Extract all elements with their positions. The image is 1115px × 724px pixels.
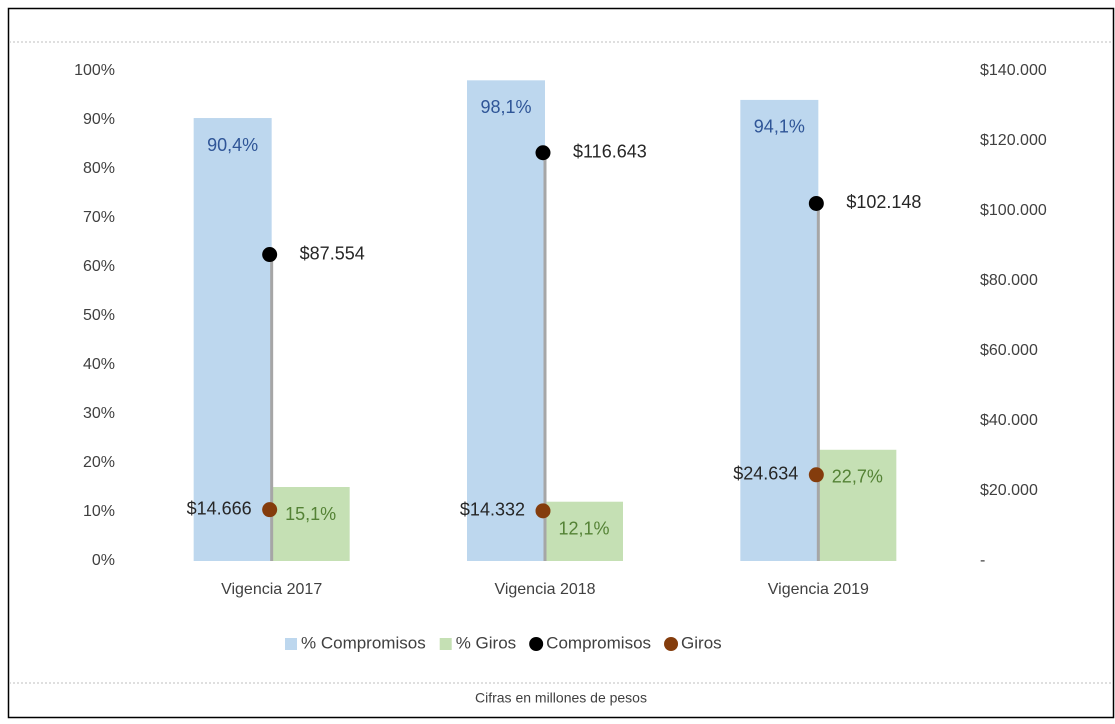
bar — [193, 118, 272, 561]
y-tick-label: 20% — [83, 454, 115, 471]
y-tick-label: 90% — [83, 111, 115, 128]
y2-tick-label: - — [980, 552, 985, 569]
y-tick-label: 50% — [83, 307, 115, 324]
legend-swatch — [285, 638, 297, 650]
data-label: 94,1% — [754, 117, 805, 137]
y-tick-label: 40% — [83, 356, 115, 373]
caption: Cifras en millones de pesos — [475, 690, 647, 706]
legend-label: % Giros — [456, 633, 516, 652]
data-label: $102.148 — [846, 192, 921, 212]
y2-tick-label: $120.000 — [980, 132, 1047, 149]
y-tick-label: 80% — [83, 160, 115, 177]
dot — [262, 247, 278, 263]
data-label: 98,1% — [480, 97, 531, 117]
legend-label: Compromisos — [546, 633, 651, 652]
y2-tick-label: $40.000 — [980, 412, 1038, 429]
legend-label: % Compromisos — [301, 633, 426, 652]
data-label: 22,7% — [832, 467, 883, 487]
bar — [271, 487, 350, 561]
y-tick-label: 0% — [92, 552, 115, 569]
dot — [535, 145, 551, 161]
legend-swatch — [664, 637, 679, 651]
y2-tick-label: $80.000 — [980, 272, 1038, 289]
x-tick-label: Vigencia 2017 — [221, 581, 322, 598]
data-label: $14.332 — [460, 500, 525, 520]
legend-label: Giros — [681, 633, 722, 652]
y2-tick-label: $60.000 — [980, 342, 1038, 359]
bar — [545, 501, 623, 561]
frame — [7, 7, 1115, 719]
dot — [262, 502, 278, 518]
y2-tick-label: $20.000 — [980, 482, 1038, 499]
dot — [535, 503, 551, 519]
y-tick-label: 100% — [74, 62, 115, 79]
y2-tick-label: $100.000 — [980, 202, 1047, 219]
dot — [808, 467, 824, 483]
data-label: 15,1% — [285, 504, 336, 524]
data-label: 12,1% — [558, 518, 609, 538]
data-label: $87.554 — [300, 243, 365, 263]
y-tick-label: 60% — [83, 258, 115, 275]
data-label: $14.666 — [187, 498, 252, 518]
y-tick-label: 30% — [83, 405, 115, 422]
legend-swatch — [529, 637, 544, 651]
x-tick-label: Vigencia 2018 — [494, 581, 595, 598]
data-label: 90,4% — [207, 135, 258, 155]
y2-tick-label: $140.000 — [980, 62, 1047, 79]
bar — [818, 449, 897, 561]
y-tick-label: 10% — [83, 503, 115, 520]
bar — [740, 99, 819, 561]
x-tick-label: Vigencia 2019 — [768, 581, 869, 598]
data-label: $24.634 — [733, 464, 798, 484]
bar — [467, 80, 545, 561]
dot — [808, 195, 824, 211]
data-label: $116.643 — [573, 141, 647, 161]
y-tick-label: 70% — [83, 209, 115, 226]
legend-swatch — [439, 638, 452, 650]
